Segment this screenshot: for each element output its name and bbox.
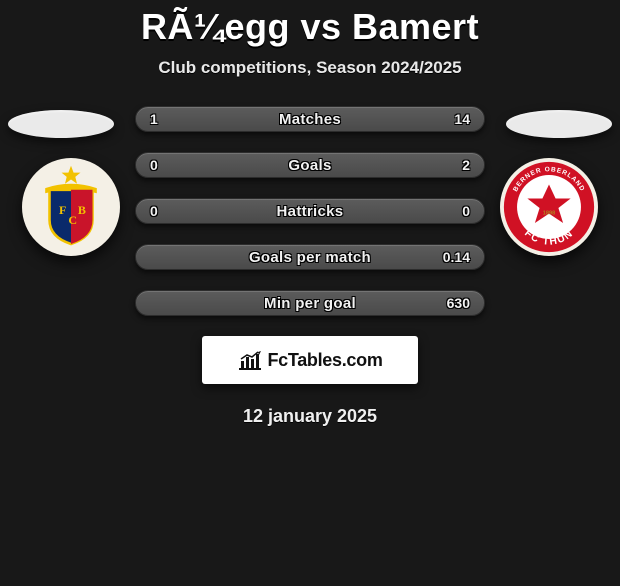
stat-right-value: 2 [462, 153, 470, 177]
stat-row-hattricks: 0 Hattricks 0 [135, 198, 485, 224]
date-text: 12 january 2025 [0, 406, 620, 427]
stat-label: Goals [288, 157, 331, 174]
svg-text:B: B [78, 203, 86, 217]
subtitle: Club competitions, Season 2024/2025 [0, 58, 620, 78]
club-badge-left: F C B [22, 158, 120, 256]
stat-row-goals-per-match: Goals per match 0.14 [135, 244, 485, 270]
stat-bars: 1 Matches 14 0 Goals 2 0 Hattricks 0 Goa… [135, 106, 485, 316]
club-crest-left-icon: F C B [28, 164, 114, 250]
stat-row-matches: 1 Matches 14 [135, 106, 485, 132]
stat-row-goals: 0 Goals 2 [135, 152, 485, 178]
stat-right-value: 0.14 [443, 245, 470, 269]
club-badge-right: BERNER OBERLAND FC THUN 1898 [500, 158, 598, 256]
brand-text: FcTables.com [267, 350, 382, 371]
stat-label: Goals per match [249, 249, 371, 266]
stat-right-value: 630 [447, 291, 470, 315]
stat-left-value: 0 [150, 199, 158, 223]
svg-text:C: C [68, 213, 77, 227]
stat-left-value: 0 [150, 153, 158, 177]
comparison-stage: F C B BERNER OBERLAND FC THUN 1898 [0, 106, 620, 427]
stat-right-value: 0 [462, 199, 470, 223]
stat-label: Matches [279, 111, 341, 128]
stat-right-value: 14 [454, 107, 470, 131]
svg-text:1898: 1898 [543, 211, 556, 217]
stat-row-min-per-goal: Min per goal 630 [135, 290, 485, 316]
stat-left-value: 1 [150, 107, 158, 131]
brand-box: FcTables.com [202, 336, 418, 384]
country-flag-right [506, 110, 612, 138]
bar-chart-icon [237, 349, 263, 371]
country-flag-left [8, 110, 114, 138]
stat-label: Min per goal [264, 295, 356, 312]
stat-label: Hattricks [277, 203, 344, 220]
svg-text:F: F [59, 203, 66, 217]
club-crest-right-icon: BERNER OBERLAND FC THUN 1898 [502, 160, 596, 254]
title: RÃ¼egg vs Bamert [0, 6, 620, 48]
